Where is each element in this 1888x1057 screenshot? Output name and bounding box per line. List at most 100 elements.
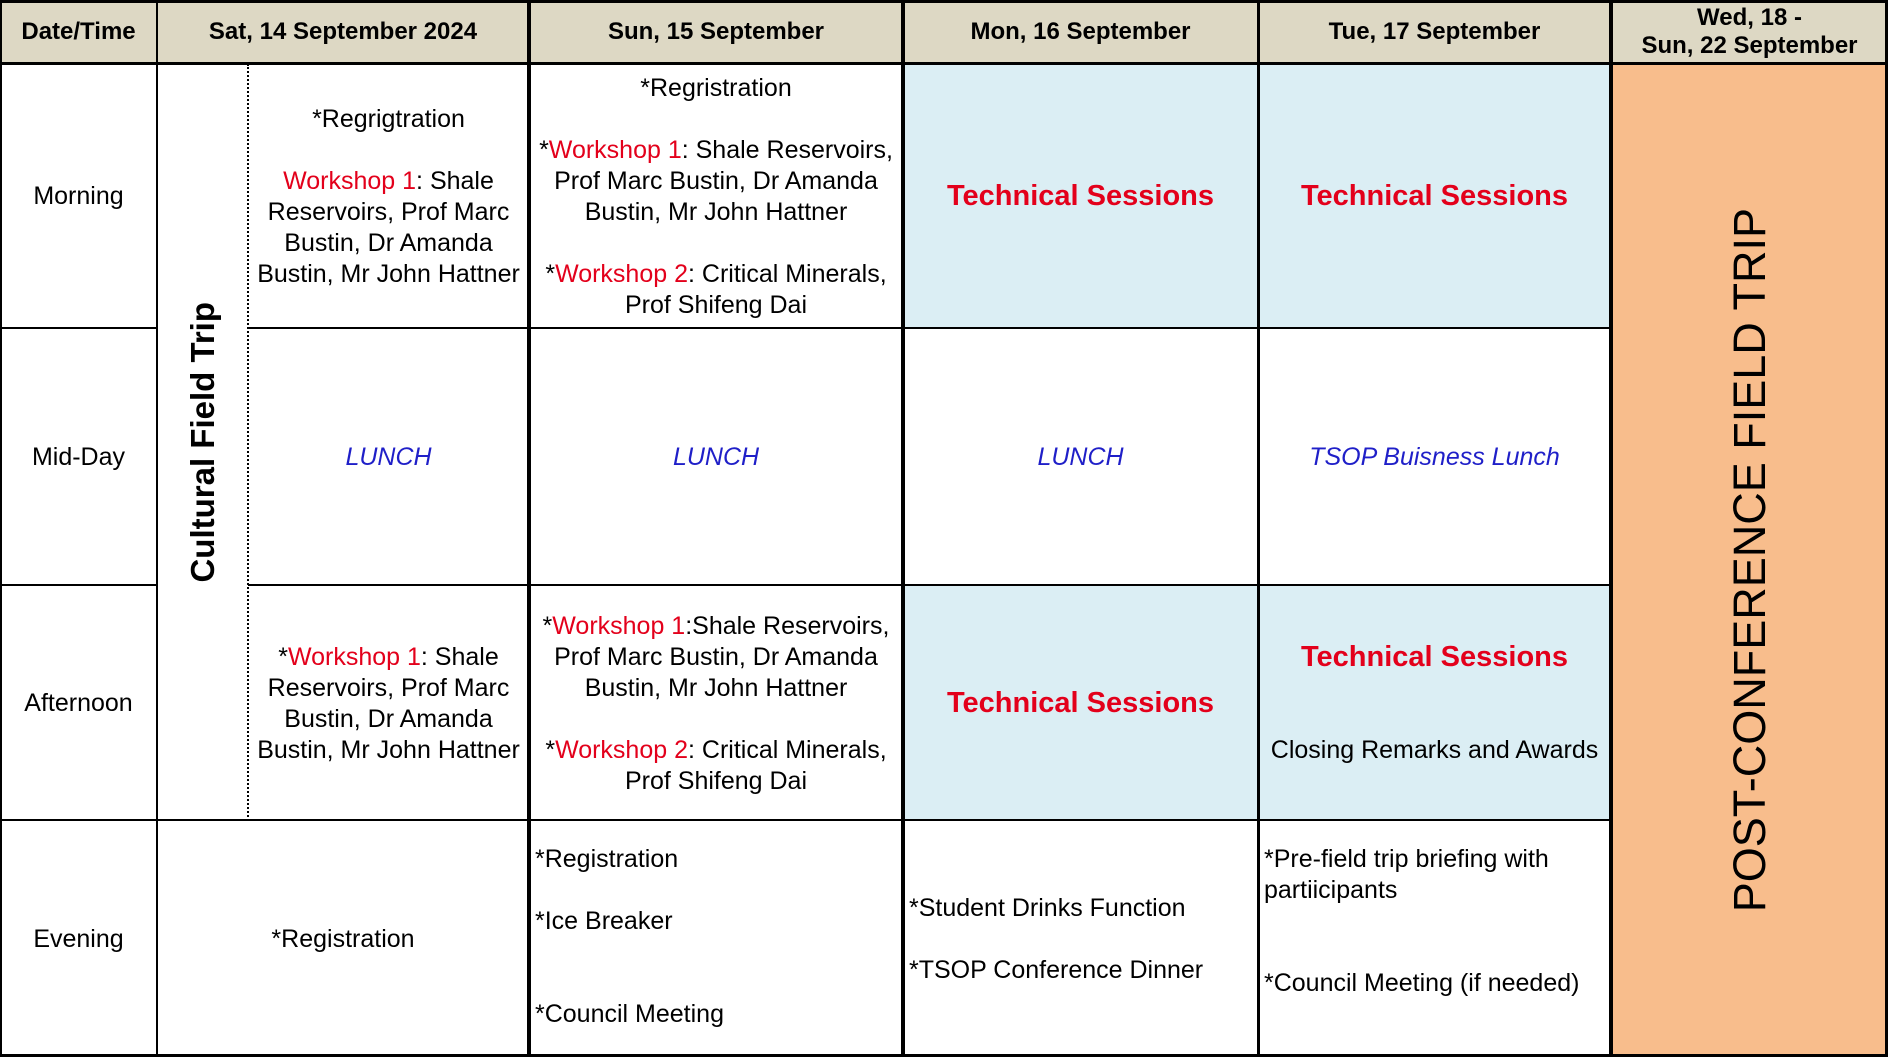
grid-line-midday [248,584,1611,586]
sat-morning-cell: *Regrigtration Workshop 1: Shale Reservo… [248,64,529,329]
sun-lunch-label: LUNCH [672,443,760,471]
tue-afternoon-closing: Closing Remarks and Awards [1270,735,1599,764]
sun-afternoon-ws2: *Workshop 2: Critical Minerals, Prof Shi… [535,735,897,797]
tue-morning-technical-sessions: Technical Sessions [1300,180,1569,212]
wed-field-trip-label: POST-CONFERENCE FIELD TRIP [1724,208,1775,913]
sun-morning-ws1-detail: : Shale Reservoirs, Prof Marc Bustin, Dr… [554,135,893,226]
sat-afternoon-ws1-detail: : Shale Reservoirs, Prof Marc Bustin, Dr… [257,642,520,764]
header-tue-label: Tue, 17 September [1328,18,1541,45]
sun-morning-ws2-star: * [545,259,556,288]
mon-lunch-label: LUNCH [1037,443,1124,471]
grid-line-left [0,0,2,1057]
grid-line-morning [248,327,1611,329]
row-label-midday: Mid-Day [0,329,157,586]
sun-morning-ws2: *Workshop 2: Critical Minerals, Prof Shi… [535,259,897,321]
sat-cultural-field-trip: Cultural Field Trip [157,64,248,821]
row-label-afternoon: Afternoon [0,586,157,821]
tue-afternoon-technical-sessions: Technical Sessions [1300,640,1569,673]
sun-evening-council: *Council Meeting [535,1000,724,1028]
sun-morning-ws2-detail: : Critical Minerals, Prof Shifeng Dai [624,259,887,319]
header-sun: Sun, 15 September [529,0,903,64]
grid-line-morning-label [0,327,157,329]
header-mon-label: Mon, 16 September [970,18,1191,45]
row-morning-label: Morning [33,182,124,210]
grid-line-sat-dotted [247,64,249,821]
sat-afternoon-workshop: *Workshop 1: Shale Reservoirs, Prof Marc… [252,642,525,766]
grid-line-midday-label [0,584,157,586]
grid-line-mon-tue [1257,0,1260,1057]
sat-morning-registration: *Regrigtration [312,104,465,133]
header-datetime: Date/Time [0,0,157,64]
header-wed: Wed, 18 - Sun, 22 September [1611,0,1888,64]
row-label-evening: Evening [0,821,157,1057]
tue-evening-cell: *Pre-field trip briefing with partiicipa… [1258,821,1611,1057]
sun-afternoon-ws1-detail: :Shale Reservoirs, Prof Marc Bustin, Dr … [554,611,890,702]
row-afternoon-label: Afternoon [24,689,133,717]
row-midday-label: Mid-Day [31,443,126,471]
sun-evening-registration: *Registration [535,845,679,873]
sun-evening-icebreaker: *Ice Breaker [535,907,673,935]
tue-evening-council: *Council Meeting (if needed) [1264,969,1580,997]
mon-lunch-cell: LUNCH [903,329,1258,586]
sat-lunch-cell: LUNCH [248,329,529,586]
wed-field-trip-cell: POST-CONFERENCE FIELD TRIP [1611,64,1888,1057]
sat-afternoon-ws1-label: Workshop 1 [287,642,421,671]
sat-morning-workshop: Workshop 1: Shale Reservoirs, Prof Marc … [252,166,525,290]
sat-morning-ws1-detail: : Shale Reservoirs, Prof Marc Bustin, Dr… [257,166,520,288]
row-label-morning: Morning [0,64,157,329]
sun-afternoon-ws1: *Workshop 1:Shale Reservoirs, Prof Marc … [535,611,897,704]
sun-morning-registration: *Regristration [640,73,792,102]
sun-afternoon-ws2-label: Workshop 2 [555,735,688,764]
grid-line-sun-mon [901,0,905,1057]
sun-afternoon-cell: *Workshop 1:Shale Reservoirs, Prof Marc … [529,586,903,821]
sat-afternoon-star: * [278,642,288,671]
sun-afternoon-ws2-star: * [545,735,556,764]
mon-afternoon-technical-sessions: Technical Sessions [946,687,1215,719]
header-sun-label: Sun, 15 September [607,18,825,45]
grid-line-right [1885,0,1888,1057]
sat-morning-ws1-label: Workshop 1 [283,166,417,195]
sun-morning-ws2-label: Workshop 2 [555,259,688,288]
sun-afternoon-ws1-label: Workshop 1 [552,611,686,640]
sun-morning-ws1-label: Workshop 1 [548,135,682,164]
mon-morning-technical-sessions: Technical Sessions [946,180,1215,212]
sat-evening-cell: *Registration [157,821,529,1057]
tue-evening-briefing: *Pre-field trip briefing with partiicipa… [1264,845,1549,904]
mon-morning-cell: Technical Sessions [903,64,1258,329]
mon-afternoon-cell: Technical Sessions [903,586,1258,821]
header-sat-label: Sat, 14 September 2024 [208,18,478,45]
header-mon: Mon, 16 September [903,0,1258,64]
sun-afternoon-ws2-detail: : Critical Minerals, Prof Shifeng Dai [624,735,887,795]
header-wed-line2: Sun, 22 September [1641,32,1858,59]
grid-line-header [0,62,1888,65]
sat-field-trip-label: Cultural Field Trip [184,302,221,583]
sun-morning-ws1: *Workshop 1: Shale Reservoirs, Prof Marc… [535,135,897,228]
sat-evening-registration: *Registration [271,924,415,953]
grid-line-sat-sun [527,0,531,1057]
grid-line-label-col [156,0,158,1057]
mon-evening-dinner: *TSOP Conference Dinner [909,955,1204,984]
sun-lunch-cell: LUNCH [529,329,903,586]
grid-line-tue-wed [1609,0,1613,1057]
header-tue: Tue, 17 September [1258,0,1611,64]
tue-lunch-cell: TSOP Buisness Lunch [1258,329,1611,586]
sat-afternoon-cell: *Workshop 1: Shale Reservoirs, Prof Marc… [248,586,529,821]
tue-afternoon-cell: Technical Sessions Closing Remarks and A… [1258,586,1611,821]
grid-line-top [0,0,1888,3]
tue-lunch-label: TSOP Buisness Lunch [1309,443,1560,471]
grid-line-bottom [0,1054,1888,1057]
sun-morning-ws1-star: * [539,135,549,164]
sat-lunch-label: LUNCH [345,443,432,471]
grid-line-afternoon [0,819,1611,821]
mon-evening-cell: *Student Drinks Function *TSOP Conferenc… [903,821,1258,1057]
sun-afternoon-ws1-star: * [542,611,553,640]
sun-morning-cell: *Regristration *Workshop 1: Shale Reserv… [529,64,903,329]
row-evening-label: Evening [33,924,124,953]
tue-morning-cell: Technical Sessions [1258,64,1611,329]
header-wed-line1: Wed, 18 - [1697,4,1802,31]
sun-evening-cell: *Registration *Ice Breaker *Council Meet… [529,821,903,1057]
mon-evening-drinks: *Student Drinks Function [909,893,1186,922]
header-sat: Sat, 14 September 2024 [157,0,529,64]
header-datetime-label: Date/Time [21,18,136,45]
